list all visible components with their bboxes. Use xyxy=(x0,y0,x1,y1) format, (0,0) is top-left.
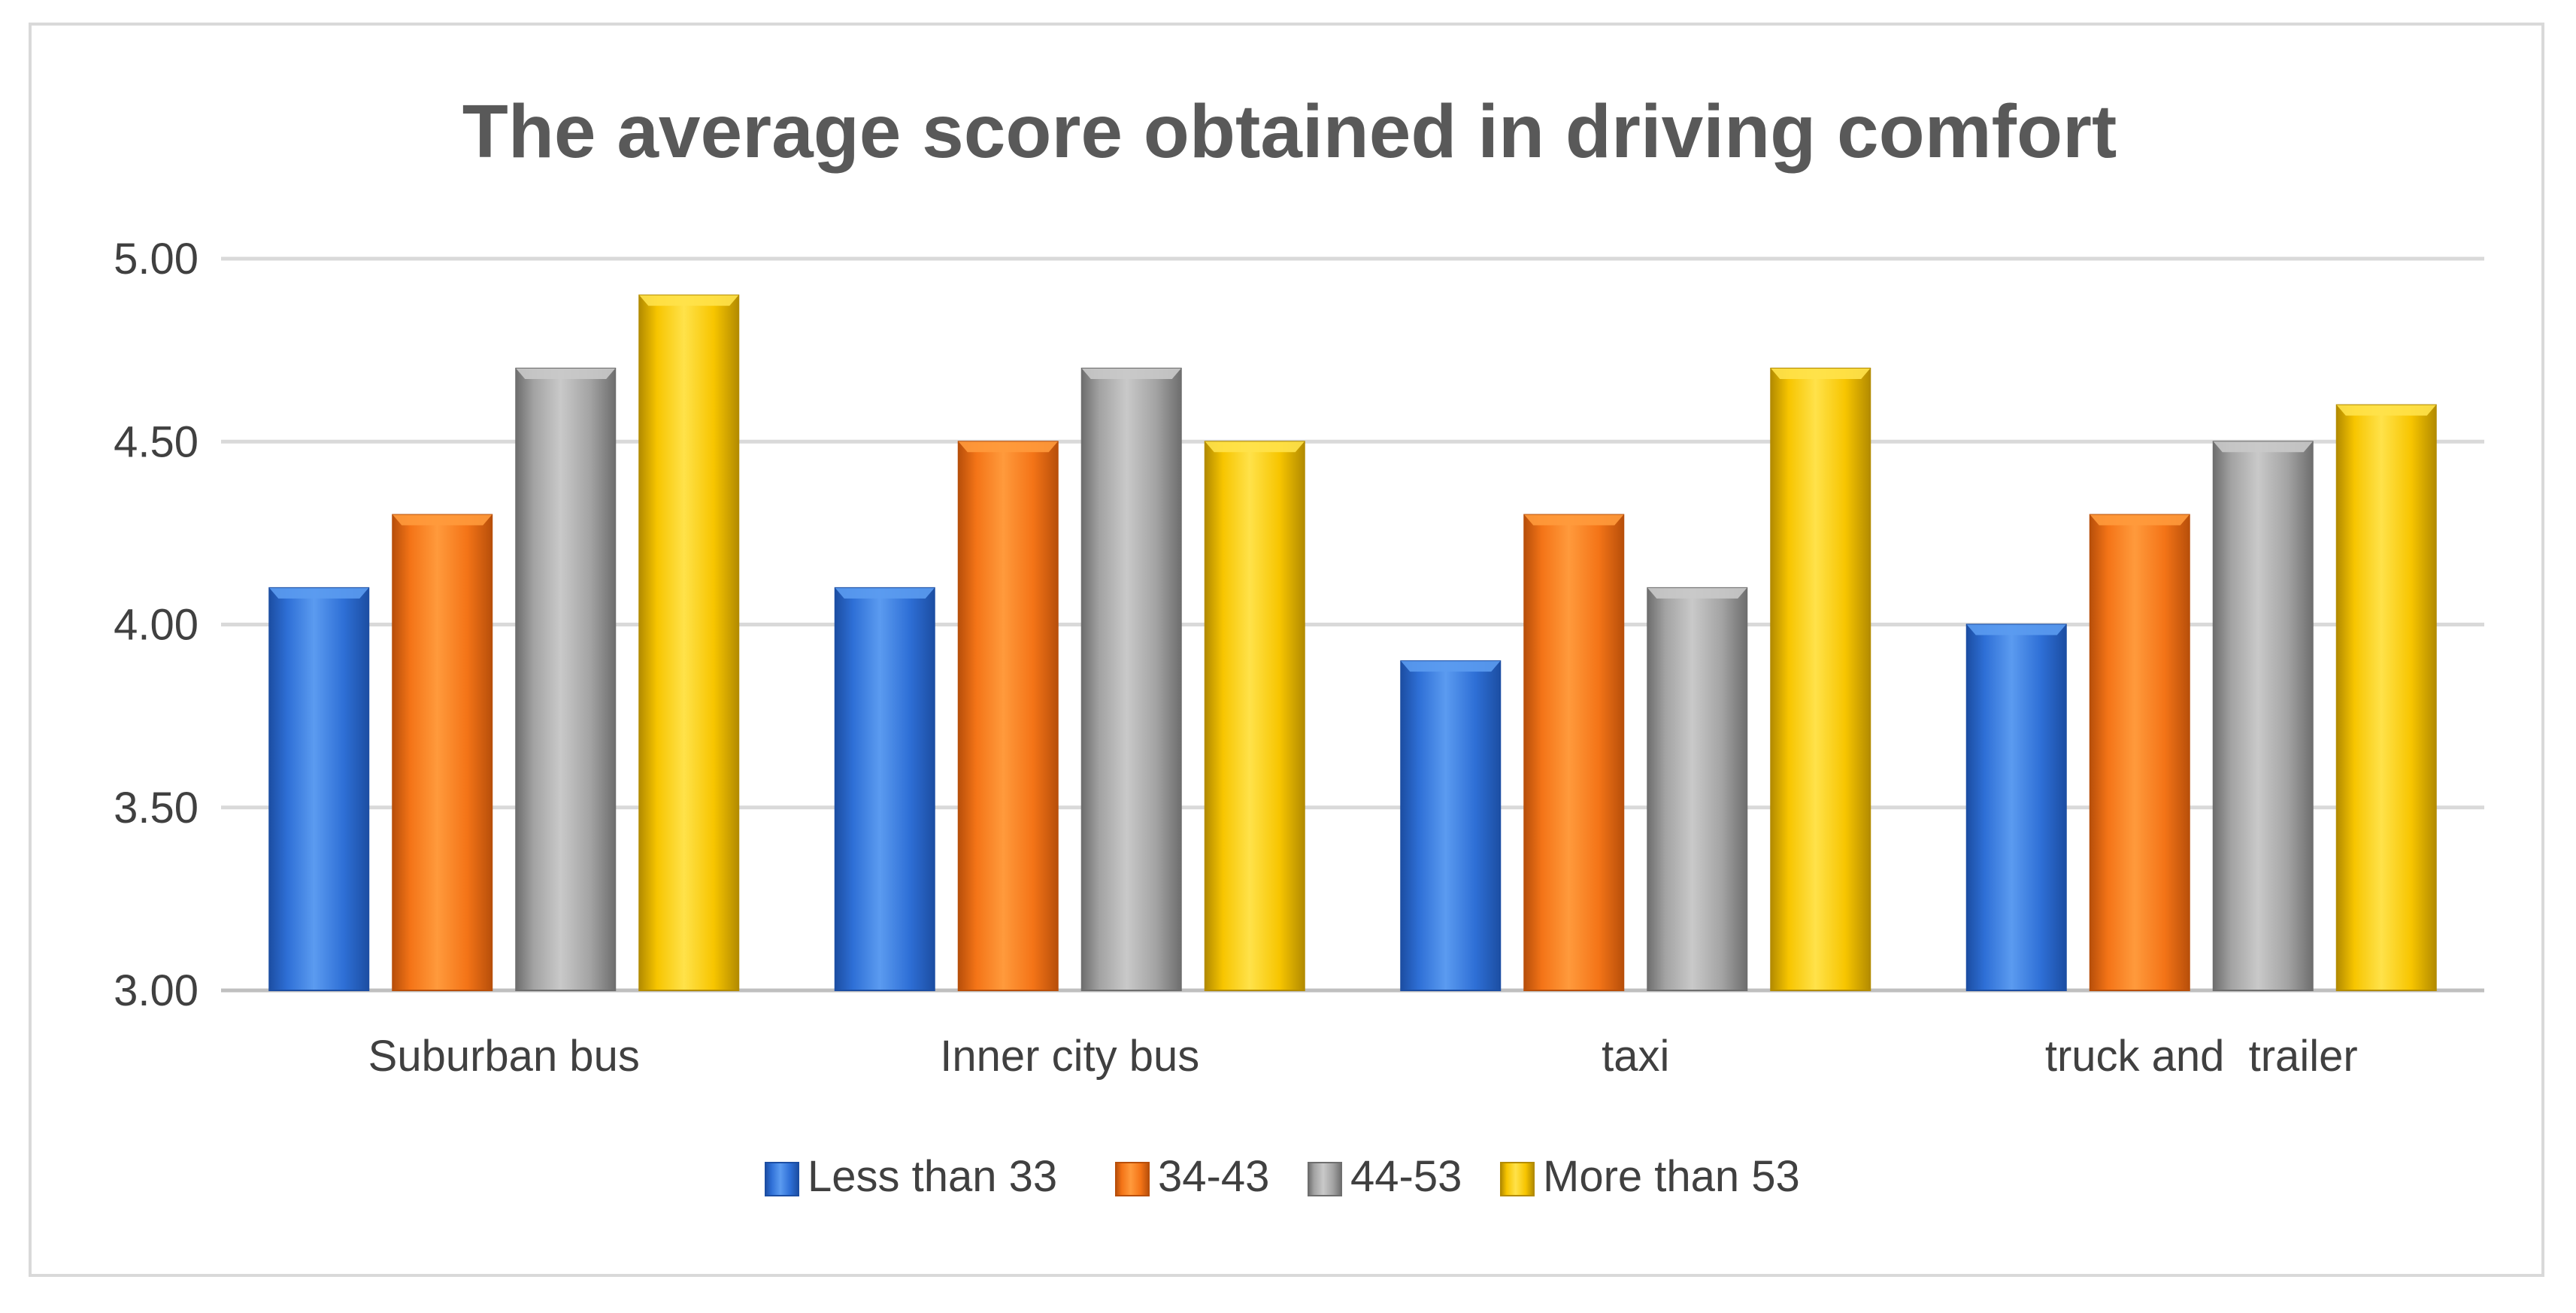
bar-cap xyxy=(835,587,935,599)
legend-swatch-1 xyxy=(1115,1162,1150,1196)
bar-3-3 xyxy=(2335,404,2437,992)
x-tick-label: taxi xyxy=(1602,1032,1669,1081)
y-tick-label: 3.00 xyxy=(114,966,199,1015)
bar-cap xyxy=(2090,514,2190,526)
x-tick-label: Inner city bus xyxy=(940,1032,1199,1081)
bar-cap xyxy=(1081,368,1181,379)
y-tick-label: 4.50 xyxy=(114,417,199,466)
bar-1-1 xyxy=(957,441,1059,991)
legend-swatch-0 xyxy=(765,1162,799,1196)
bar-cap xyxy=(639,295,739,306)
y-tick-label: 4.00 xyxy=(114,601,199,650)
bar-2-1 xyxy=(1080,367,1182,991)
bar-cap xyxy=(1401,661,1501,672)
x-axis-ticks: Suburban bus Inner city bus taxi truck and … xyxy=(368,1032,2358,1081)
bar-0-0 xyxy=(268,587,370,991)
bar-cap xyxy=(1205,441,1305,453)
x-tick-label: Suburban bus xyxy=(368,1032,640,1081)
bar-cap xyxy=(1647,587,1747,599)
bar-1-3 xyxy=(2089,514,2190,991)
legend-label-2: 44-53 xyxy=(1350,1152,1462,1201)
bar-2-3 xyxy=(2212,441,2314,991)
bar-cap xyxy=(958,441,1058,453)
bar-chart: The average score obtained in driving co… xyxy=(114,89,2484,1201)
bar-cap xyxy=(1966,624,2066,635)
chart-title: The average score obtained in driving co… xyxy=(462,89,2117,174)
bar-cap xyxy=(392,514,492,526)
bar-cap xyxy=(2213,441,2313,453)
bar-0-2 xyxy=(1400,660,1502,992)
bars xyxy=(268,294,2437,992)
y-tick-label: 3.50 xyxy=(114,784,199,832)
bar-cap xyxy=(1524,514,1624,526)
legend-swatch-2 xyxy=(1308,1162,1342,1196)
bar-2-0 xyxy=(515,367,617,991)
legend-swatch-3 xyxy=(1500,1162,1535,1196)
bar-0-3 xyxy=(1965,623,2067,991)
bar-3-2 xyxy=(1770,367,1871,991)
y-tick-label: 5.00 xyxy=(114,235,199,284)
x-tick-label: truck and trailer xyxy=(2045,1032,2358,1081)
bar-cap xyxy=(2336,405,2436,416)
bar-1-2 xyxy=(1523,514,1625,991)
bar-1-0 xyxy=(392,514,493,991)
y-axis-ticks: 3.00 3.50 4.00 4.50 5.00 xyxy=(114,235,199,1015)
bar-0-1 xyxy=(834,587,935,991)
chart-frame: The average score obtained in driving co… xyxy=(29,23,2544,1277)
bar-cap xyxy=(269,587,369,599)
legend-label-0: Less than 33 xyxy=(808,1152,1057,1201)
bar-cap xyxy=(516,368,616,379)
legend: Less than 33 34-43 44-53 More than 53 xyxy=(765,1152,1800,1201)
legend-label-3: More than 53 xyxy=(1543,1152,1800,1201)
bar-3-1 xyxy=(1204,441,1305,991)
bar-3-0 xyxy=(638,294,740,991)
bar-2-2 xyxy=(1647,587,1748,991)
legend-label-1: 34-43 xyxy=(1158,1152,1269,1201)
bar-cap xyxy=(1771,368,1871,379)
